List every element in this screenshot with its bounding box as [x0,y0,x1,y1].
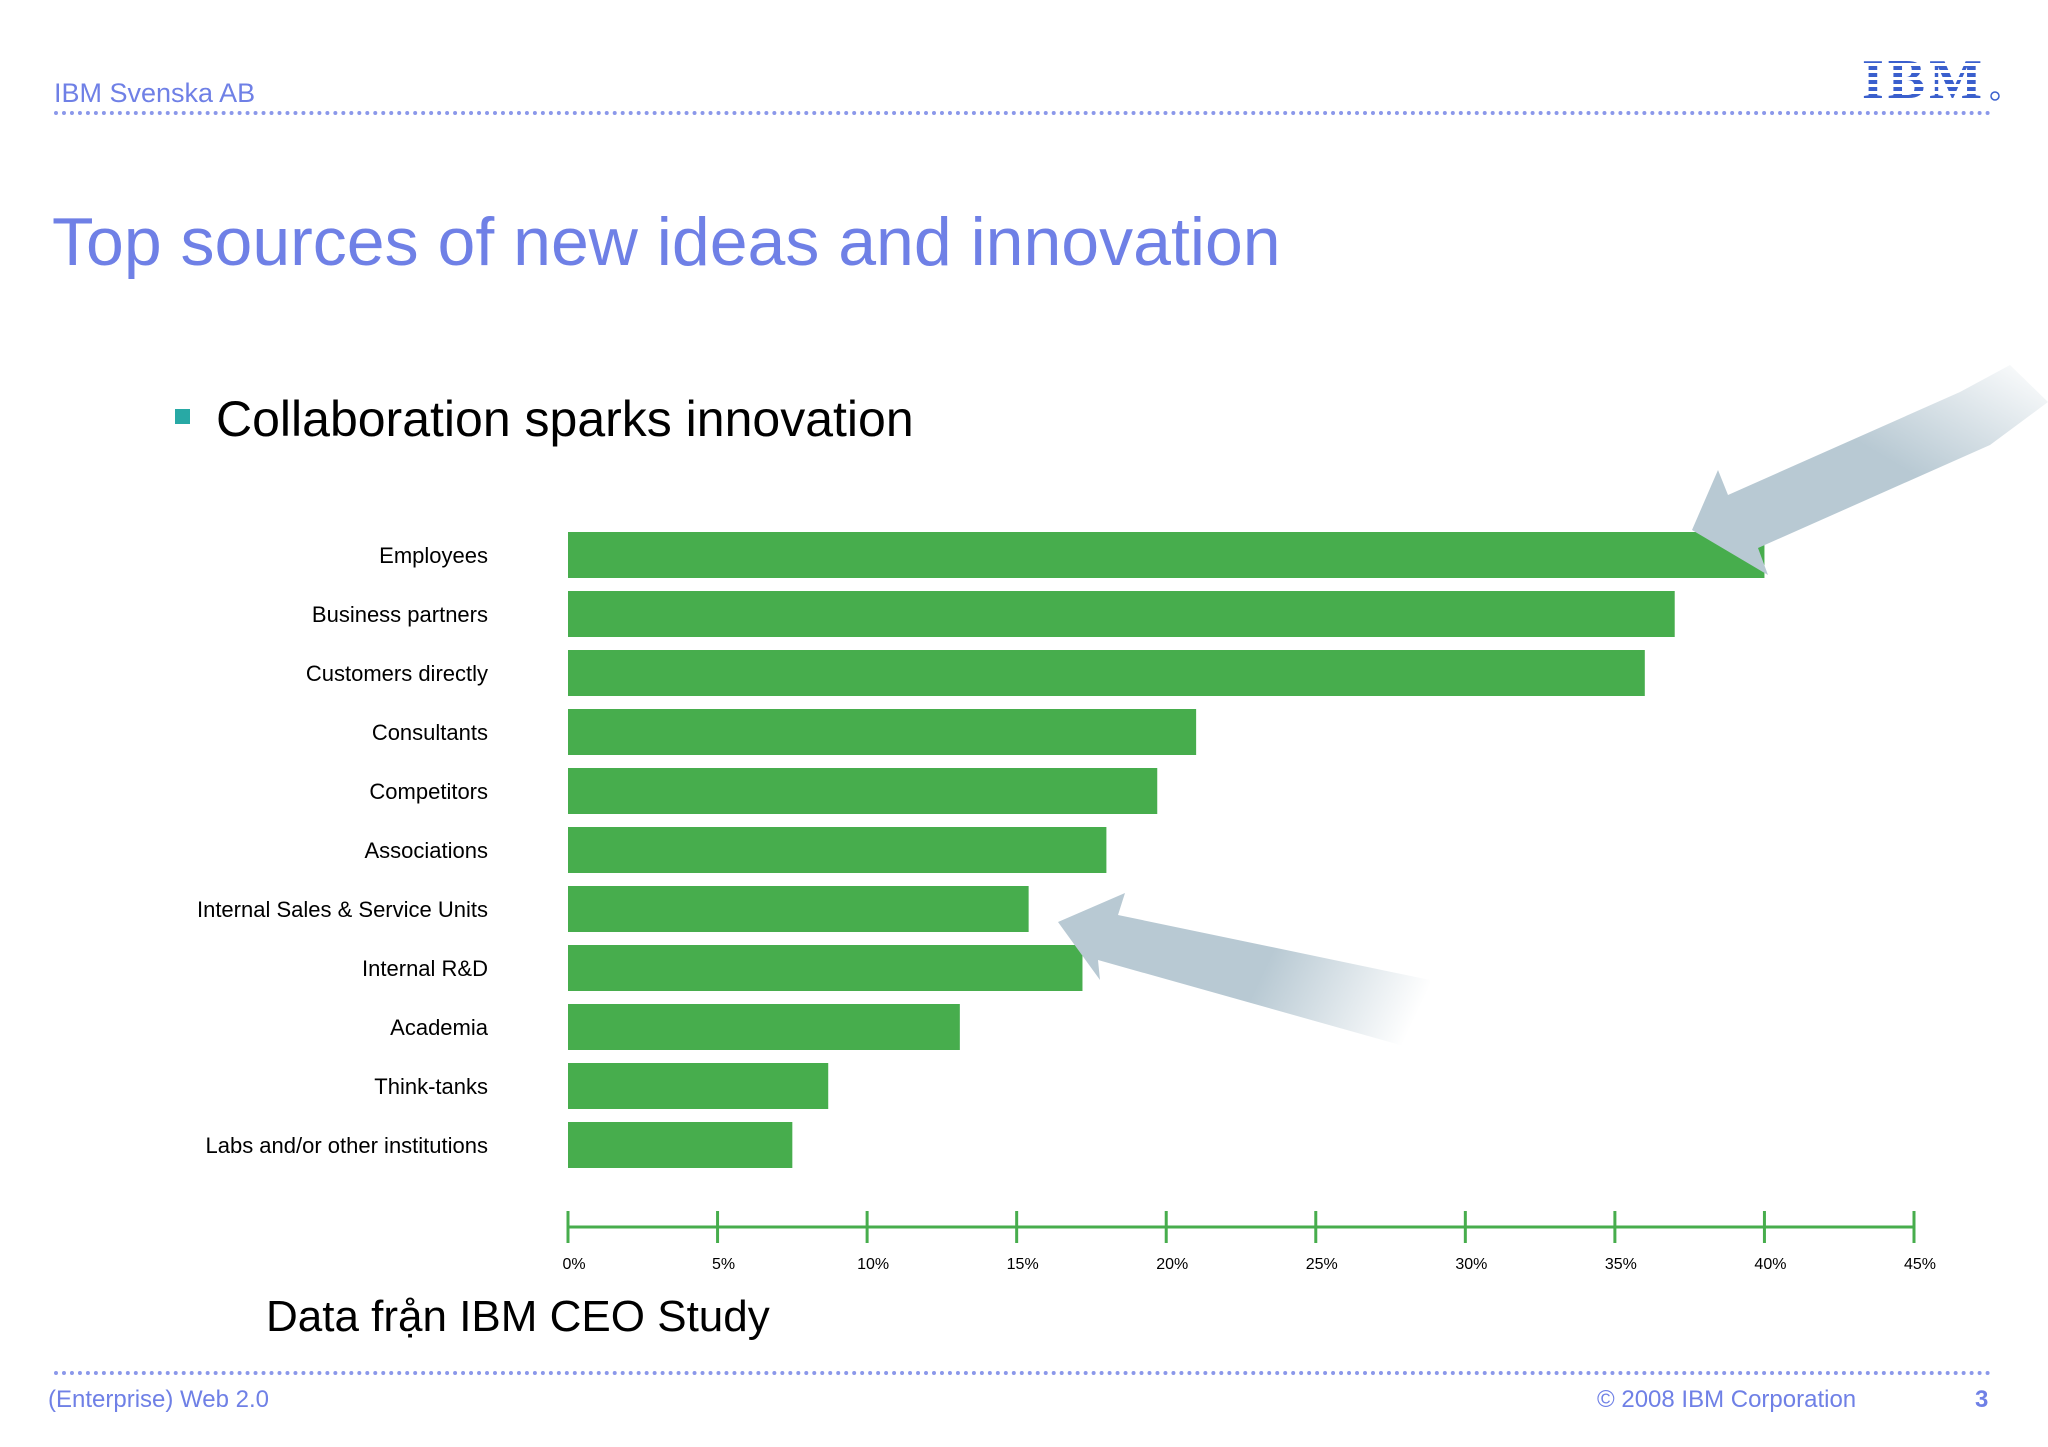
ibm-logo: IBM [1862,52,2000,108]
bar-4 [568,768,1158,814]
bar-5 [568,827,1107,873]
category-label-7: Internal R&D [362,956,488,981]
bullet-text: Collaboration sparks innovation [216,391,914,447]
category-label-9: Think-tanks [374,1074,488,1099]
category-label-2: Customers directly [306,661,488,686]
company-name: IBM Svenska AB [54,78,256,108]
x-tick-label-7: 35% [1605,1256,1637,1273]
x-tick-label-4: 20% [1156,1256,1188,1273]
category-label-4: Competitors [369,779,488,804]
category-label-6: Internal Sales & Service Units [197,897,488,922]
footer-copyright: © 2008 IBM Corporation [1597,1386,1857,1413]
x-tick-label-5: 25% [1306,1256,1338,1273]
bullet-square-icon [175,409,190,424]
header-divider [54,111,1992,115]
category-label-5: Associations [364,838,488,863]
x-tick-label-2: 10% [857,1256,889,1273]
x-tick-label-8: 40% [1754,1256,1786,1273]
page-title: Top sources of new ideas and innovation [52,204,1281,280]
arrow-to-employees [1692,365,2048,575]
category-label-3: Consultants [372,720,488,745]
arrow-to-internal-rd [1058,893,1430,1050]
category-label-8: Academia [390,1015,489,1040]
x-tick-label-9: 45% [1904,1256,1936,1273]
x-tick-label-1: 5% [712,1256,735,1273]
bar-2 [568,650,1645,696]
bar-9 [568,1063,829,1109]
footer-presentation-title: (Enterprise) Web 2.0 [48,1386,269,1413]
bar-10 [568,1122,793,1168]
bar-1 [568,591,1675,637]
bar-7 [568,945,1083,991]
x-tick-label-3: 15% [1007,1256,1039,1273]
x-tick-label-6: 30% [1455,1256,1487,1273]
source-note: Data frạ̊n IBM CEO Study [266,1292,770,1341]
page-number: 3 [1975,1386,1989,1413]
category-label-10: Labs and/or other institutions [205,1133,488,1158]
x-tick-label-0: 0% [562,1256,585,1273]
footer-divider [54,1371,1992,1375]
bar-8 [568,1004,960,1050]
category-label-0: Employees [379,543,488,568]
bar-3 [568,709,1197,755]
category-label-1: Business partners [312,602,488,627]
bar-0 [568,532,1765,578]
svg-text:IBM: IBM [1862,52,1982,108]
bar-6 [568,886,1029,932]
